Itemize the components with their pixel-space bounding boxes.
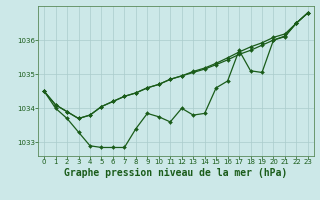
- X-axis label: Graphe pression niveau de la mer (hPa): Graphe pression niveau de la mer (hPa): [64, 168, 288, 178]
